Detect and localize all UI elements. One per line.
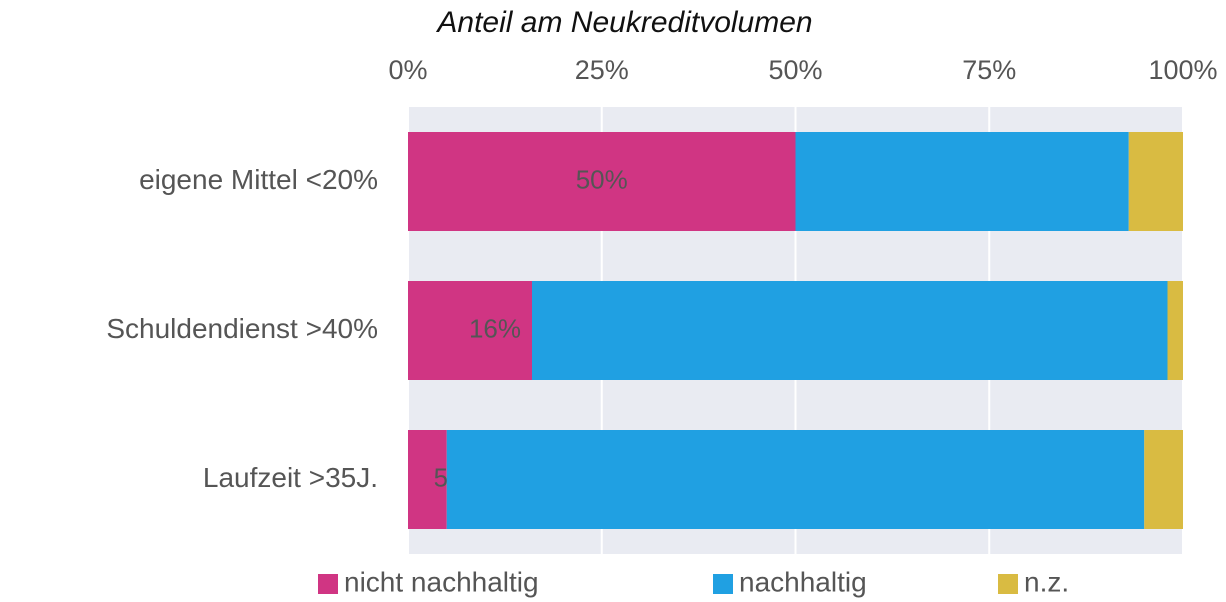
bar-segment <box>408 132 796 231</box>
legend-swatch <box>713 574 733 594</box>
bar-segment <box>1128 132 1183 231</box>
legend-label: n.z. <box>1024 566 1069 597</box>
bar-segment <box>1144 430 1183 529</box>
x-tick-label: 75% <box>962 55 1016 85</box>
chart-title: Anteil am Neukreditvolumen <box>435 6 812 39</box>
x-tick-label: 25% <box>575 55 629 85</box>
legend-swatch <box>998 574 1018 594</box>
bar-segment <box>532 281 1168 380</box>
legend-label: nicht nachhaltig <box>344 566 539 597</box>
data-label: 50% <box>576 164 628 194</box>
legend-swatch <box>318 574 338 594</box>
data-label: 16% <box>469 313 521 343</box>
y-tick-label: Laufzeit >35J. <box>203 462 378 493</box>
x-tick-label: 100% <box>1148 55 1217 85</box>
bar-segment <box>1167 281 1183 380</box>
y-tick-label: eigene Mittel <20% <box>139 164 378 195</box>
legend-label: nachhaltig <box>739 566 867 597</box>
bar-segment <box>408 281 532 380</box>
x-tick-label: 0% <box>388 55 427 85</box>
bar-segment <box>446 430 1145 529</box>
x-tick-label: 50% <box>768 55 822 85</box>
bar-segment <box>408 430 447 529</box>
bar-segment <box>795 132 1129 231</box>
y-tick-label: Schuldendienst >40% <box>106 313 378 344</box>
